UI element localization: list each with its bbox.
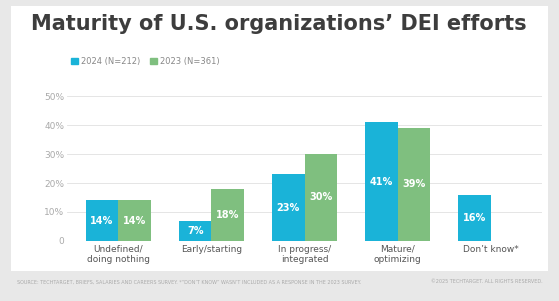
Bar xyxy=(398,128,430,241)
Text: 14%: 14% xyxy=(91,216,113,225)
Text: 23%: 23% xyxy=(277,203,300,213)
Text: 39%: 39% xyxy=(402,179,426,189)
Text: 30%: 30% xyxy=(309,192,333,203)
Bar xyxy=(179,221,211,241)
Text: Maturity of U.S. organizations’ DEI efforts: Maturity of U.S. organizations’ DEI effo… xyxy=(31,14,527,33)
Legend: 2024 (N=212), 2023 (N=361): 2024 (N=212), 2023 (N=361) xyxy=(71,57,220,66)
Bar xyxy=(211,189,244,241)
Bar xyxy=(365,122,398,241)
Text: ©2025 TECHTARGET. ALL RIGHTS RESERVED.: ©2025 TECHTARGET. ALL RIGHTS RESERVED. xyxy=(430,279,542,284)
Bar xyxy=(305,154,337,241)
Bar xyxy=(272,174,305,241)
Bar xyxy=(86,200,119,241)
Text: 41%: 41% xyxy=(370,177,393,187)
Text: 16%: 16% xyxy=(463,213,486,223)
Text: 7%: 7% xyxy=(187,226,203,236)
Text: SOURCE: TECHTARGET, BRIEFS, SALARIES AND CAREERS SURVEY. *“DON’T KNOW” WASN’T IN: SOURCE: TECHTARGET, BRIEFS, SALARIES AND… xyxy=(17,279,361,284)
Bar xyxy=(119,200,151,241)
Bar xyxy=(458,194,491,241)
Text: 14%: 14% xyxy=(123,216,146,225)
Text: 18%: 18% xyxy=(216,210,239,220)
